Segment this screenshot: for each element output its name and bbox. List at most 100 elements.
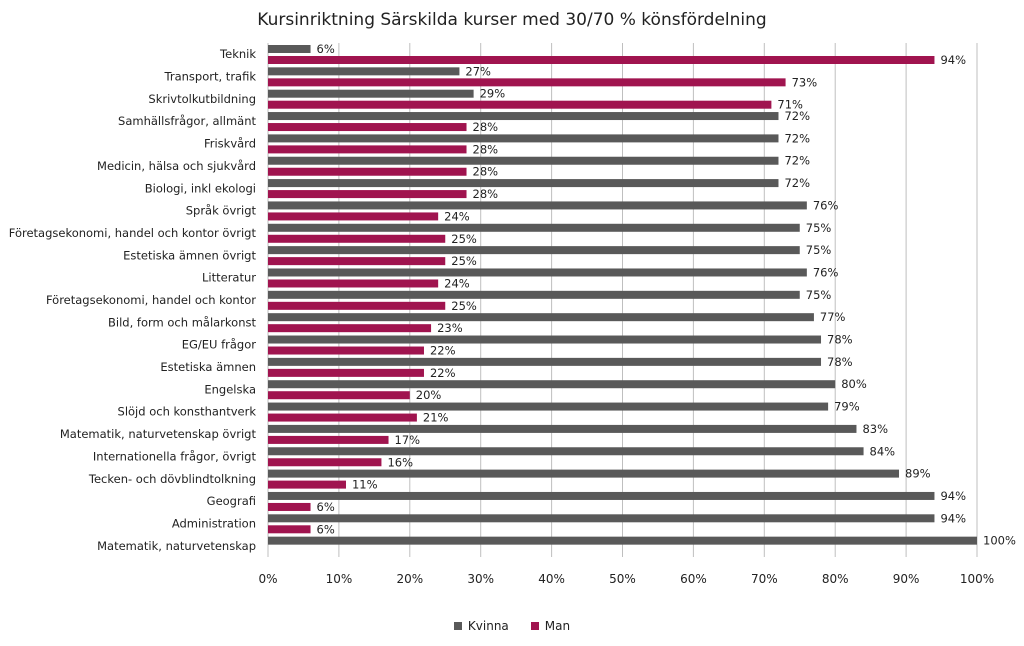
bar-kvinna	[268, 357, 822, 366]
x-tick-label: 80%	[822, 572, 849, 586]
category-label: Administration	[172, 516, 256, 530]
bar-man	[268, 212, 439, 221]
bar-kvinna	[268, 223, 800, 232]
bar-man	[268, 525, 311, 534]
category-label: Företagsekonomi, handel och kontor	[46, 293, 256, 307]
bar-kvinna	[268, 536, 977, 545]
data-label: 76%	[813, 198, 839, 212]
bar-man	[268, 301, 446, 310]
data-label: 28%	[473, 142, 499, 156]
data-label: 84%	[870, 444, 896, 458]
x-tick-label: 30%	[467, 572, 494, 586]
data-label: 76%	[813, 265, 839, 279]
bar-kvinna	[268, 268, 807, 277]
bar-kvinna	[268, 491, 935, 500]
category-label: Litteratur	[202, 271, 256, 285]
data-label: 79%	[834, 400, 860, 414]
bar-man	[268, 480, 346, 489]
bar-man	[268, 78, 786, 87]
bar-man	[268, 145, 467, 154]
bar-man	[268, 167, 467, 176]
data-label: 6%	[317, 42, 335, 56]
data-label: 24%	[444, 209, 470, 223]
value-labels: 6%94%27%73%29%71%72%28%72%28%72%28%72%28…	[317, 42, 1016, 548]
category-label: Estetiska ämnen	[160, 360, 256, 374]
bar-kvinna	[268, 112, 779, 121]
bar-man	[268, 435, 389, 444]
bar-man	[268, 324, 432, 333]
data-label: 77%	[820, 310, 846, 324]
data-label: 22%	[430, 344, 456, 358]
category-label: Friskvård	[204, 137, 256, 151]
data-label: 94%	[940, 53, 966, 67]
category-label: Matematik, naturvetenskap övrigt	[60, 427, 257, 441]
data-label: 28%	[473, 165, 499, 179]
bar-man	[268, 257, 446, 266]
bar-kvinna	[268, 335, 822, 344]
data-label: 75%	[806, 288, 832, 302]
bars	[268, 45, 977, 545]
data-label: 73%	[792, 75, 818, 89]
data-label: 94%	[940, 511, 966, 525]
bar-kvinna	[268, 380, 836, 389]
category-label: Internationella frågor, övrigt	[93, 449, 257, 463]
bar-kvinna	[268, 424, 857, 433]
data-label: 21%	[423, 411, 449, 425]
data-label: 6%	[317, 500, 335, 514]
category-label: Estetiska ämnen övrigt	[123, 248, 256, 262]
bar-man	[268, 279, 439, 288]
data-label: 89%	[905, 467, 931, 481]
bar-man	[268, 56, 935, 64]
chart-title: Kursinriktning Särskilda kurser med 30/7…	[257, 10, 767, 30]
x-tick-label: 60%	[680, 572, 707, 586]
bar-kvinna	[268, 67, 460, 76]
bar-kvinna	[268, 313, 814, 322]
data-label: 22%	[430, 366, 456, 380]
data-label: 83%	[862, 422, 888, 436]
category-label: Geografi	[207, 494, 256, 508]
bar-kvinna	[268, 134, 779, 143]
data-label: 72%	[784, 131, 810, 145]
bar-man	[268, 391, 410, 400]
category-label: Företagsekonomi, handel och kontor övrig…	[9, 226, 257, 240]
bar-kvinna	[268, 89, 474, 98]
legend-swatch-kvinna	[453, 622, 462, 630]
x-tick-label: 70%	[751, 572, 778, 586]
data-label: 28%	[473, 187, 499, 201]
category-label: Samhällsfrågor, allmänt	[118, 114, 256, 128]
x-tick-label: 50%	[609, 572, 636, 586]
bar-man	[268, 346, 424, 355]
data-label: 80%	[841, 377, 867, 391]
bar-man	[268, 458, 382, 467]
data-label: 75%	[806, 221, 832, 235]
bar-kvinna	[268, 156, 779, 165]
data-label: 25%	[451, 232, 477, 246]
legend-swatch-man	[530, 622, 539, 630]
category-label: Bild, form och målarkonst	[108, 315, 256, 329]
bar-man	[268, 190, 467, 199]
data-label: 72%	[784, 154, 810, 168]
bar-kvinna	[268, 45, 311, 53]
bar-kvinna	[268, 179, 779, 188]
bar-man	[268, 502, 311, 511]
category-label: Matematik, naturvetenskap	[97, 539, 256, 553]
data-label: 25%	[451, 254, 477, 268]
data-label: 72%	[784, 176, 810, 190]
category-labels: Teknik Transport, trafik Skrivtolkutbildni…	[9, 47, 257, 553]
data-label: 94%	[940, 489, 966, 503]
data-label: 25%	[451, 299, 477, 313]
data-label: 24%	[444, 276, 470, 290]
x-tick-label: 0%	[258, 572, 277, 586]
data-label: 29%	[480, 87, 506, 101]
data-label: 78%	[827, 333, 853, 347]
category-label: Medicin, hälsa och sjukvård	[97, 159, 256, 173]
bar-kvinna	[268, 402, 829, 411]
data-label: 100%	[983, 534, 1016, 548]
category-label: Biologi, inkl ekologi	[145, 181, 256, 195]
category-label: Engelska	[204, 382, 256, 396]
x-tick-label: 10%	[326, 572, 353, 586]
category-label: Transport, trafik	[164, 70, 257, 84]
bar-kvinna	[268, 246, 800, 255]
legend-label-man: Man	[544, 619, 571, 633]
x-tick-label: 40%	[538, 572, 565, 586]
